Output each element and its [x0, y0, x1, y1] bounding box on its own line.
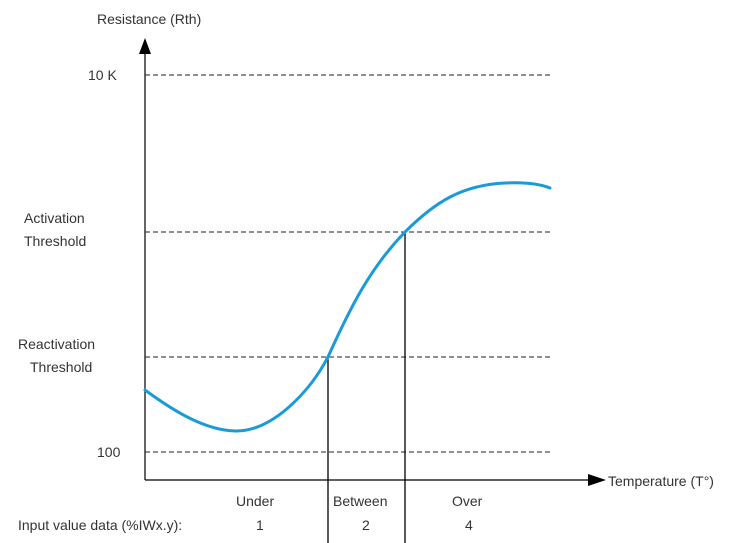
activation-label-line2: Threshold [24, 233, 86, 249]
zone-under-label: Under [236, 493, 274, 509]
input-under-value: 1 [256, 517, 264, 533]
activation-label-line1: Activation [24, 210, 85, 226]
x-axis-arrow [588, 474, 606, 486]
input-value-label: Input value data (%IWx.y): [18, 517, 182, 533]
y-axis-arrow [139, 38, 151, 54]
ten-k-label: 10 K [88, 67, 117, 83]
input-over-value: 4 [465, 517, 473, 533]
reactivation-label-line2: Threshold [30, 359, 92, 375]
zone-over-label: Over [452, 493, 483, 509]
resistance-curve [143, 181, 552, 433]
reactivation-label-line1: Reactivation [18, 336, 95, 352]
zone-between-label: Between [333, 493, 387, 509]
x-axis-label: Temperature (T°) [608, 473, 714, 489]
input-between-value: 2 [362, 517, 370, 533]
y-axis-label: Resistance (Rth) [97, 11, 201, 27]
hundred-label: 100 [97, 444, 121, 460]
